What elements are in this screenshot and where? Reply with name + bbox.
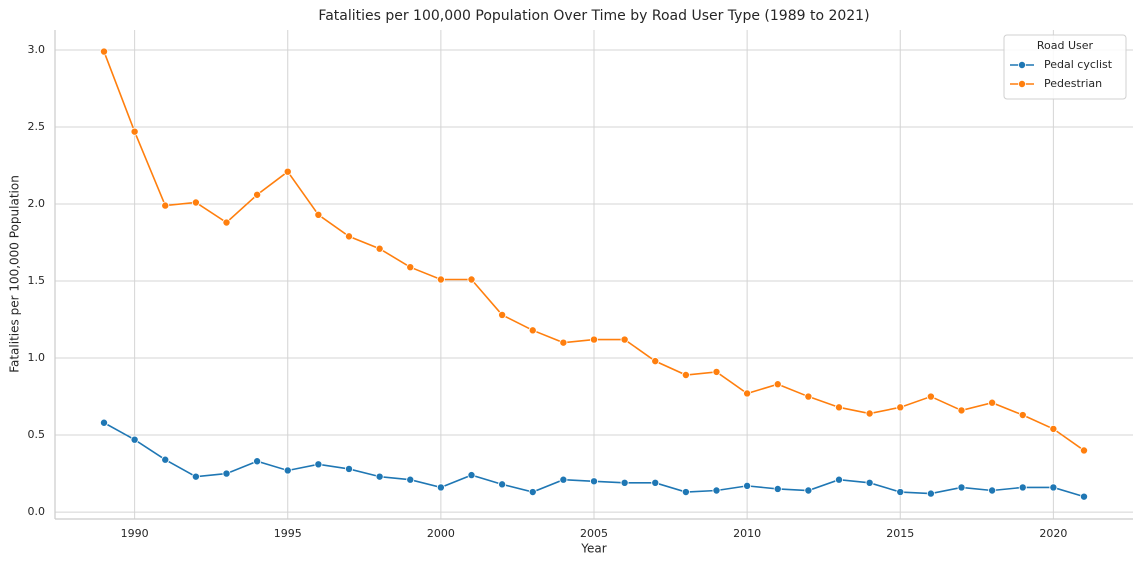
legend-marker	[1018, 61, 1027, 70]
data-point	[130, 127, 139, 136]
data-point	[620, 478, 629, 487]
data-point	[559, 475, 568, 484]
data-point	[559, 338, 568, 347]
y-tick-label: 0.5	[28, 428, 46, 441]
data-point	[375, 472, 384, 481]
data-point	[222, 218, 231, 227]
data-point	[1018, 411, 1027, 420]
data-point	[498, 310, 507, 319]
data-point	[620, 335, 629, 344]
data-point	[222, 469, 231, 478]
x-tick-label: 1995	[274, 527, 302, 540]
data-point	[804, 392, 813, 401]
data-point	[436, 275, 445, 284]
legend-box	[1003, 34, 1127, 100]
legend-title: Road User	[1037, 39, 1094, 52]
data-point	[1018, 483, 1027, 492]
legend-label: Pedal cyclist	[1044, 58, 1113, 71]
data-point	[528, 326, 537, 335]
data-point	[406, 263, 415, 272]
data-point	[590, 335, 599, 344]
data-point	[988, 398, 997, 407]
data-point	[191, 198, 200, 207]
chart-title: Fatalities per 100,000 Population Over T…	[318, 8, 869, 24]
data-point	[1080, 492, 1089, 501]
data-point	[590, 477, 599, 486]
data-point	[1049, 424, 1058, 433]
data-point	[283, 167, 292, 176]
data-point	[528, 488, 537, 497]
data-point	[283, 466, 292, 475]
x-tick-label: 2010	[733, 527, 761, 540]
y-axis-label: Fatalities per 100,000 Population	[8, 175, 22, 373]
y-tick-label: 1.5	[28, 274, 46, 287]
data-point	[865, 409, 874, 418]
data-point	[743, 481, 752, 490]
y-tick-label: 1.0	[28, 351, 46, 364]
data-point	[467, 275, 476, 284]
x-axis-label: Year	[580, 542, 606, 556]
data-point	[651, 357, 660, 366]
data-point	[957, 406, 966, 415]
data-point	[100, 418, 109, 427]
data-point	[100, 47, 109, 56]
data-point	[375, 244, 384, 253]
data-point	[835, 475, 844, 484]
data-point	[130, 435, 139, 444]
data-point	[712, 367, 721, 376]
data-point	[314, 210, 323, 219]
data-point	[681, 370, 690, 379]
y-tick-label: 3.0	[28, 43, 46, 56]
data-point	[314, 460, 323, 469]
data-point	[1080, 446, 1089, 455]
data-point	[988, 486, 997, 495]
x-tick-label: 2020	[1039, 527, 1067, 540]
data-point	[865, 478, 874, 487]
y-tick-label: 2.0	[28, 197, 46, 210]
x-tick-label: 2000	[427, 527, 455, 540]
y-tick-label: 2.5	[28, 120, 46, 133]
legend: Road User Pedal cyclist Pedestrian	[1003, 34, 1127, 100]
data-point	[804, 486, 813, 495]
data-point	[957, 483, 966, 492]
data-point	[926, 392, 935, 401]
data-point	[161, 455, 170, 464]
x-tick-label: 2005	[580, 527, 608, 540]
data-point	[773, 484, 782, 493]
data-point	[926, 489, 935, 498]
data-point	[253, 457, 262, 466]
data-point	[436, 483, 445, 492]
y-tick-label: 0.0	[28, 505, 46, 518]
data-point	[344, 464, 353, 473]
data-point	[773, 380, 782, 389]
data-point	[344, 232, 353, 241]
data-point	[896, 403, 905, 412]
data-point	[835, 403, 844, 412]
data-point	[896, 488, 905, 497]
x-tick-label: 1990	[121, 527, 149, 540]
data-point	[467, 471, 476, 480]
data-point	[681, 488, 690, 497]
data-point	[1049, 483, 1058, 492]
data-point	[191, 472, 200, 481]
x-tick-label: 2015	[886, 527, 914, 540]
data-point	[253, 190, 262, 199]
data-point	[161, 201, 170, 210]
data-point	[743, 389, 752, 398]
legend-label: Pedestrian	[1044, 77, 1102, 90]
data-point	[651, 478, 660, 487]
data-point	[712, 486, 721, 495]
data-point	[406, 475, 415, 484]
data-point	[498, 480, 507, 489]
legend-marker	[1018, 80, 1027, 89]
